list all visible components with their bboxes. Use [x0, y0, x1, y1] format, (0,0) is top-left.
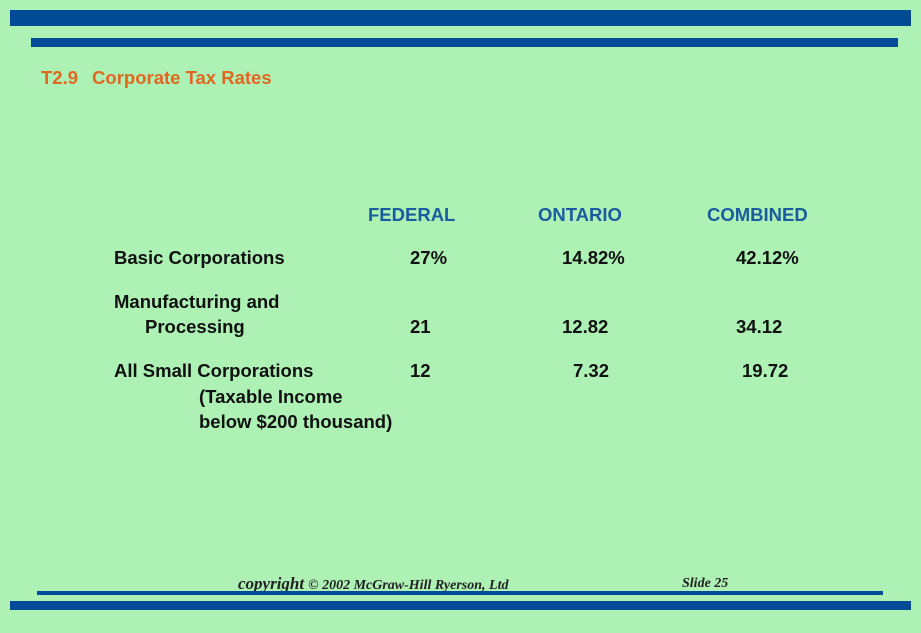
slide-title: T2.9 Corporate Tax Rates: [41, 67, 272, 89]
slide-number-label: T2.9: [41, 67, 79, 88]
copyright-notice: copyright © 2002 McGraw-Hill Ryerson, Lt…: [238, 574, 508, 594]
slide-title-text: Corporate Tax Rates: [92, 67, 272, 88]
column-header-combined: COMBINED: [707, 204, 808, 225]
bottom-decor-bar-thin: [37, 591, 883, 595]
cell-small-federal: 12: [410, 360, 431, 381]
top-decor-bar-thin: [31, 38, 898, 47]
cell-manufacturing-combined: 34.12: [736, 316, 783, 337]
row-label-small-corporations: All Small Corporations: [114, 360, 314, 381]
copyright-word: copyright: [238, 574, 305, 593]
cell-basic-federal: 27%: [410, 247, 448, 268]
cell-basic-ontario: 14.82%: [562, 247, 625, 268]
row-note-line2: below $200 thousand): [199, 411, 393, 432]
cell-small-ontario: 7.32: [573, 360, 610, 381]
cell-manufacturing-ontario: 12.82: [562, 316, 609, 337]
cell-basic-combined: 42.12%: [736, 247, 799, 268]
row-label-manufacturing-line1: Manufacturing and: [114, 291, 280, 312]
copyright-text: © 2002 McGraw-Hill Ryerson, Ltd: [308, 578, 509, 593]
column-header-federal: FEDERAL: [368, 204, 456, 225]
column-header-ontario: ONTARIO: [538, 204, 622, 225]
row-note-line1: (Taxable Income: [199, 386, 343, 407]
bottom-decor-bar: [10, 601, 911, 610]
row-label-manufacturing-line2: Processing: [145, 316, 245, 337]
slide-number-footer: Slide 25: [682, 574, 728, 592]
slide-label: Slide 25: [682, 576, 729, 591]
row-label-basic: Basic Corporations: [114, 247, 285, 268]
cell-manufacturing-federal: 21: [410, 316, 431, 337]
top-decor-bar: [10, 10, 911, 26]
cell-small-combined: 19.72: [742, 360, 789, 381]
